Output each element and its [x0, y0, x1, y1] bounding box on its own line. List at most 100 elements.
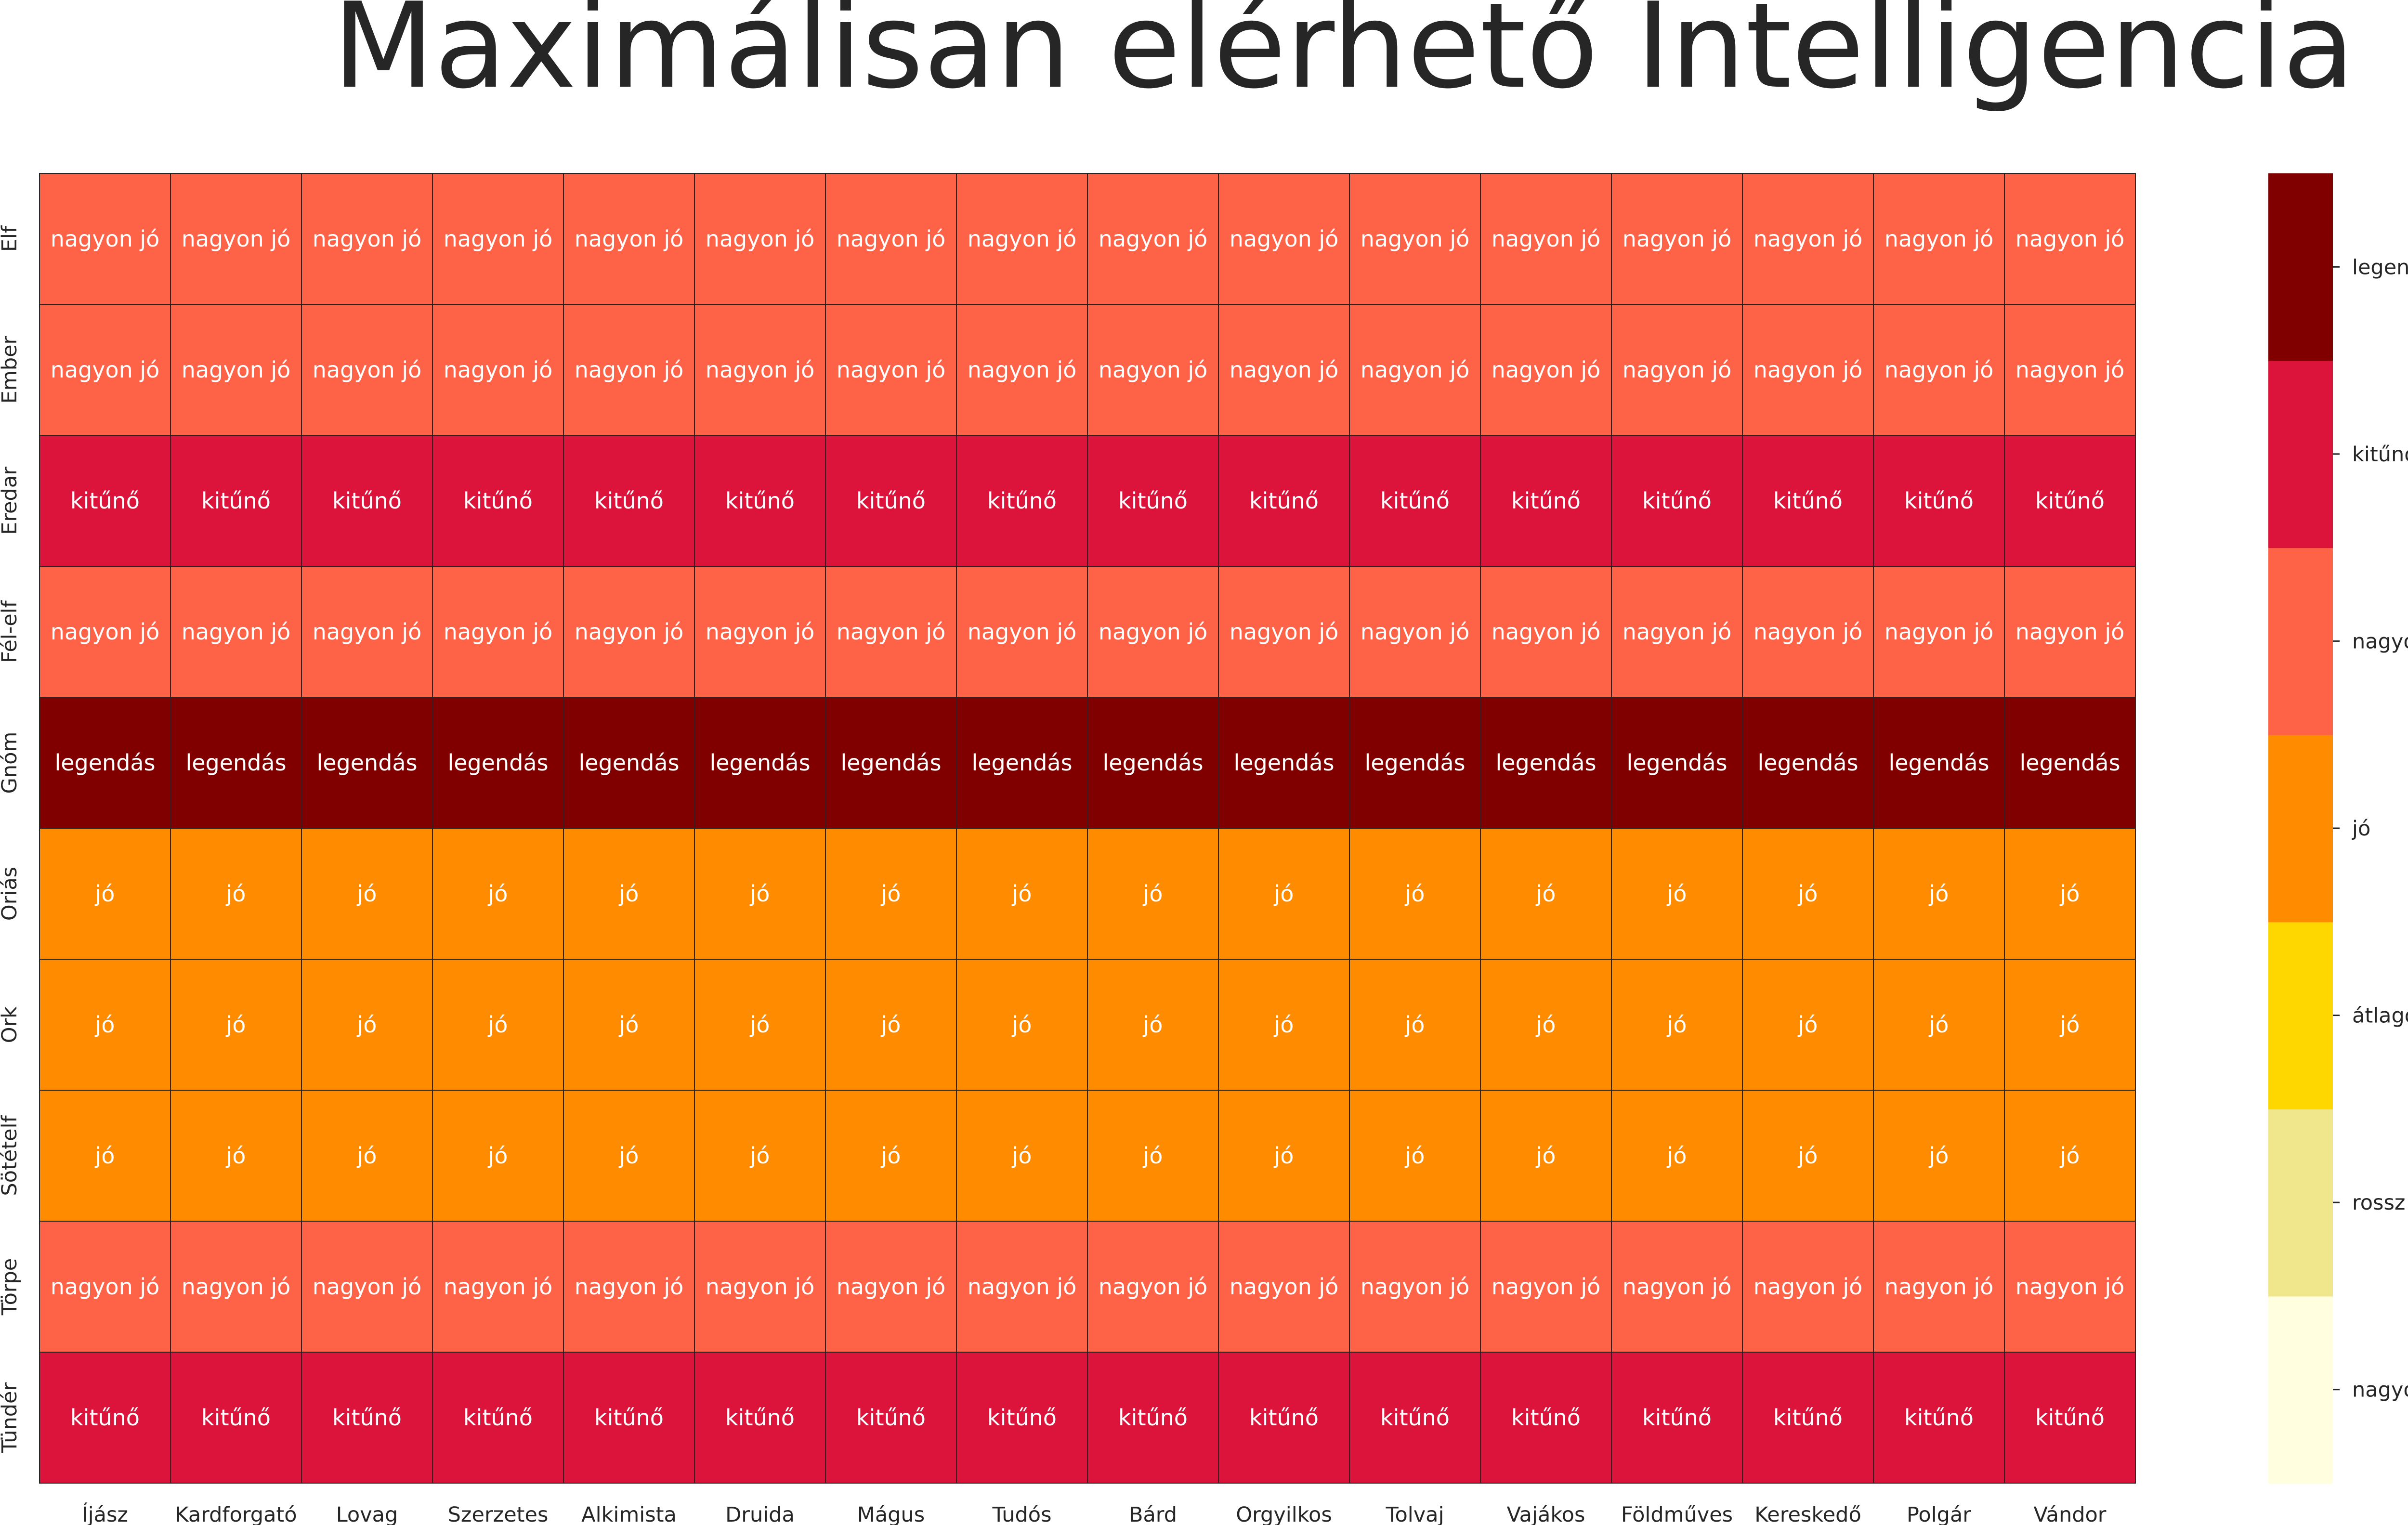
x-tick-label: Kardforgató — [175, 1503, 297, 1525]
cell-label: jó — [1012, 1012, 1032, 1038]
cell-label: nagyon jó — [444, 357, 553, 383]
x-tick-label: Vándor — [2034, 1503, 2107, 1525]
cell-label: nagyon jó — [1099, 1274, 1208, 1300]
heatmap-cell — [694, 435, 826, 567]
cell-label: nagyon jó — [51, 357, 160, 383]
colorbar-label: rossz — [2352, 1191, 2405, 1215]
cell-label: kitűnő — [987, 1405, 1057, 1431]
heatmap-cell — [825, 959, 957, 1091]
cell-label: jó — [2060, 1143, 2080, 1169]
cell-label: jó — [95, 1143, 115, 1169]
x-tick-label: Orgyilkos — [1236, 1503, 1332, 1525]
heatmap-cell — [170, 566, 302, 698]
cell-label: kitűnő — [463, 488, 533, 514]
colorbar-segment — [2268, 922, 2333, 1109]
heatmap-cell — [956, 1090, 1088, 1222]
cell-label: jó — [1929, 881, 1949, 907]
heatmap-cell — [1611, 1221, 1743, 1353]
heatmap-cell — [39, 1352, 171, 1484]
heatmap-cell — [1349, 959, 1481, 1091]
cell-label: kitűnő — [332, 1405, 402, 1431]
cell-label: nagyon jó — [1754, 226, 1863, 252]
heatmap-cell — [1742, 1090, 1874, 1222]
heatmap-cell — [956, 566, 1088, 698]
cell-label: nagyon jó — [706, 226, 815, 252]
heatmap-cell — [1873, 1352, 2005, 1484]
cell-label: jó — [1667, 881, 1687, 907]
heatmap-cell — [1873, 1221, 2005, 1353]
heatmap-cell — [432, 173, 564, 305]
heatmap-cell — [956, 959, 1088, 1091]
cell-label: legendás — [1233, 750, 1334, 776]
heatmap-cell — [1873, 173, 2005, 305]
cell-label: kitűnő — [594, 1405, 664, 1431]
heatmap-cell — [2004, 566, 2136, 698]
cell-label: nagyon jó — [1754, 1274, 1863, 1300]
cell-label: jó — [357, 1143, 377, 1169]
heatmap-cell — [694, 304, 826, 436]
cell-label: legendás — [1102, 750, 1203, 776]
cell-label: kitűnő — [725, 488, 795, 514]
heatmap-cell — [301, 1090, 433, 1222]
cell-label: nagyon jó — [444, 1274, 553, 1300]
heatmap-cell — [1349, 828, 1481, 960]
heatmap-cell — [39, 566, 171, 698]
heatmap-cell — [1611, 1090, 1743, 1222]
cell-label: kitűnő — [594, 488, 664, 514]
cell-label: kitűnő — [1511, 1405, 1581, 1431]
cell-label: jó — [1405, 1012, 1425, 1038]
heatmap-cell — [432, 1221, 564, 1353]
heatmap-cell — [1611, 1352, 1743, 1484]
cell-label: nagyon jó — [182, 1274, 291, 1300]
cell-label: kitűnő — [332, 488, 402, 514]
cell-label: kitűnő — [725, 1405, 795, 1431]
cell-label: nagyon jó — [1492, 357, 1601, 383]
cell-label: jó — [1274, 1012, 1294, 1038]
heatmap-cell — [1742, 959, 1874, 1091]
cell-label: kitűnő — [1904, 1405, 1974, 1431]
cell-label: kitűnő — [1511, 488, 1581, 514]
heatmap-cell — [1087, 566, 1219, 698]
heatmap-cell — [2004, 435, 2136, 567]
cell-label: nagyon jó — [837, 1274, 946, 1300]
heatmap-cell — [694, 566, 826, 698]
cell-label: nagyon jó — [313, 226, 422, 252]
cell-label: jó — [881, 881, 901, 907]
cell-label: nagyon jó — [706, 357, 815, 383]
cell-label: legendás — [1364, 750, 1465, 776]
cell-label: jó — [1798, 1012, 1818, 1038]
heatmap-cell — [825, 697, 957, 829]
cell-label: legendás — [447, 750, 548, 776]
heatmap-cell — [825, 1090, 957, 1222]
heatmap-cell — [301, 1221, 433, 1353]
heatmap-cell — [1087, 828, 1219, 960]
cell-label: nagyon jó — [51, 226, 160, 252]
heatmap-cell — [170, 828, 302, 960]
cell-label: nagyon jó — [968, 1274, 1077, 1300]
cell-label: nagyon jó — [2015, 226, 2125, 252]
x-tick-label: Tolvaj — [1386, 1503, 1444, 1525]
cell-label: kitűnő — [2035, 488, 2105, 514]
cell-label: nagyon jó — [575, 619, 684, 645]
heatmap-cell — [301, 1352, 433, 1484]
x-tick-label: Földműves — [1621, 1503, 1733, 1525]
cell-label: jó — [750, 881, 770, 907]
y-tick-label: Ember — [0, 336, 22, 404]
cell-label: jó — [1143, 881, 1163, 907]
heatmap-cell — [1087, 959, 1219, 1091]
heatmap-cell — [170, 1352, 302, 1484]
heatmap-cell — [2004, 959, 2136, 1091]
y-tick-label: Törpe — [0, 1258, 22, 1316]
cell-label: nagyon jó — [706, 619, 815, 645]
cell-label: nagyon jó — [968, 357, 1077, 383]
cell-label: jó — [488, 881, 508, 907]
cell-label: legendás — [316, 750, 417, 776]
heatmap-cell — [301, 304, 433, 436]
cell-label: nagyon jó — [1754, 357, 1863, 383]
heatmap-cell — [432, 304, 564, 436]
heatmap-cell — [39, 173, 171, 305]
heatmap-cell — [1742, 1221, 1874, 1353]
heatmap-cell — [694, 173, 826, 305]
cell-label: jó — [1274, 1143, 1294, 1169]
cell-label: jó — [1798, 1143, 1818, 1169]
